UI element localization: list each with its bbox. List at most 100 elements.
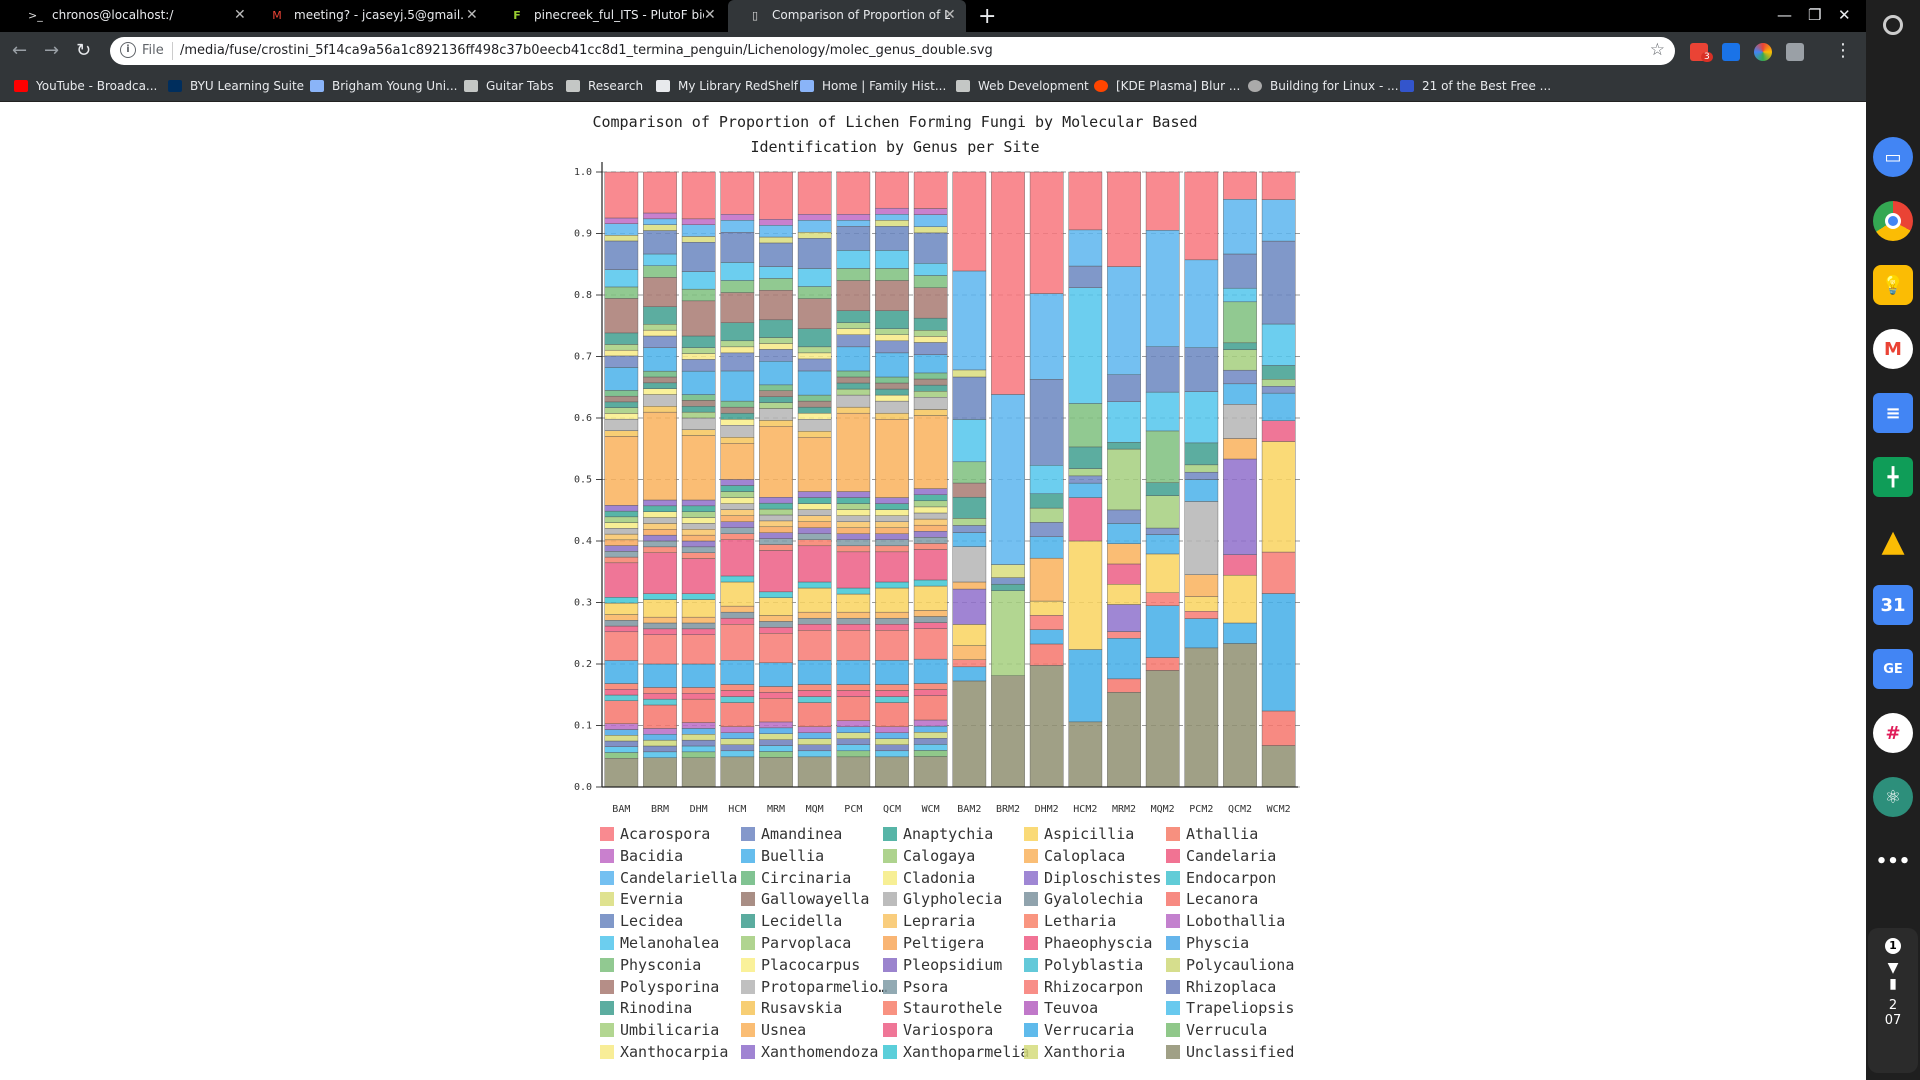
bar-segment xyxy=(797,732,832,739)
bar-segment xyxy=(913,171,948,209)
legend-label: Lobothallia xyxy=(1186,912,1286,931)
atom-icon[interactable]: ⚛ xyxy=(1873,777,1913,817)
minimize-button[interactable]: — xyxy=(1777,6,1792,24)
legend-swatch xyxy=(1024,848,1038,863)
bar-segment xyxy=(720,624,755,661)
bookmark-folder-guitar[interactable]: Guitar Tabs xyxy=(464,79,554,93)
restore-button[interactable]: ❐ xyxy=(1808,6,1822,24)
translate-icon[interactable]: GE xyxy=(1873,649,1913,689)
bar-segment xyxy=(1145,534,1180,555)
legend-item: Lecidella xyxy=(741,911,842,931)
slack-icon[interactable]: # xyxy=(1873,713,1913,753)
gmail-icon[interactable]: M xyxy=(1873,329,1913,369)
bar-segment xyxy=(681,347,716,354)
drive-icon[interactable]: ▲ xyxy=(1881,523,1905,559)
legend-item: Rinodina xyxy=(600,998,692,1018)
bookmark-star-icon[interactable]: ☆ xyxy=(1649,40,1665,60)
back-icon[interactable]: ← xyxy=(12,40,28,61)
bar-segment xyxy=(681,435,716,501)
bar-segment xyxy=(643,698,677,706)
close-icon[interactable]: ✕ xyxy=(466,7,478,23)
tab-terminal[interactable]: >_ chronos@localhost:/ ✕ xyxy=(8,0,248,32)
tab-gmail[interactable]: M meeting? - jcaseyj.5@gmail.com ✕ xyxy=(250,0,490,32)
bar-segment xyxy=(643,370,677,378)
bar-segment xyxy=(875,340,909,354)
bookmark-reddit[interactable]: [KDE Plasma] Blur ... xyxy=(1094,79,1240,93)
reload-icon[interactable]: ↻ xyxy=(76,40,92,61)
bar-segment xyxy=(913,409,948,416)
info-icon[interactable]: i xyxy=(120,42,136,58)
mail-badge: 3 xyxy=(1701,52,1713,62)
bar-segment xyxy=(681,499,716,507)
close-window-button[interactable]: ✕ xyxy=(1838,6,1851,24)
legend-item: Teuvoa xyxy=(1024,998,1098,1018)
bar-segment xyxy=(604,235,639,242)
bookmark-article[interactable]: 21 of the Best Free ... xyxy=(1400,79,1551,93)
url-text[interactable]: /media/fuse/crostini_5f14ca9a56a1c892136… xyxy=(180,43,993,58)
bar-segment xyxy=(643,335,677,348)
bar-segment xyxy=(1184,464,1219,473)
bar-segment xyxy=(875,220,909,227)
forward-icon[interactable]: → xyxy=(44,40,60,61)
bar-segment xyxy=(1029,507,1064,523)
extension-icon[interactable] xyxy=(1786,43,1804,61)
bar-segment xyxy=(720,437,755,444)
legend-label: Lecanora xyxy=(1186,890,1259,909)
new-tab-button[interactable]: + xyxy=(978,4,997,29)
status-tray[interactable]: 1 ▼ ▮ 2 07 xyxy=(1868,928,1918,1073)
legend-label: Calogaya xyxy=(903,846,976,865)
address-bar[interactable]: i File /media/fuse/crostini_5f14ca9a56a1… xyxy=(110,37,1675,65)
bookmark-youtube[interactable]: YouTube - Broadca... xyxy=(14,79,157,93)
calendar-icon[interactable]: 31 xyxy=(1873,585,1913,625)
y-tick-label: 0.6 xyxy=(574,413,592,424)
launcher-icon[interactable] xyxy=(1883,15,1903,35)
bar-segment xyxy=(952,659,987,668)
bar-segment xyxy=(875,412,909,420)
bar-segment xyxy=(797,358,832,372)
tab-plutof[interactable]: F pinecreek_ful_ITS - PlutoF biodiv ✕ xyxy=(490,0,730,32)
close-icon[interactable]: ✕ xyxy=(944,7,956,23)
bar-segment xyxy=(913,232,948,264)
docs-icon[interactable]: ≡ xyxy=(1873,393,1913,433)
bookmark-folder-webdev[interactable]: Web Development xyxy=(956,79,1089,93)
bar-segment xyxy=(952,645,987,660)
bookmark-label: Web Development xyxy=(978,79,1089,93)
bookmark-byu[interactable]: Brigham Young Uni... xyxy=(310,79,457,93)
keep-icon[interactable]: 💡 xyxy=(1873,265,1913,305)
bar-segment xyxy=(759,727,793,734)
bookmark-github[interactable]: Building for Linux - ... xyxy=(1248,79,1399,93)
bar-segment xyxy=(797,660,832,685)
bar-segment xyxy=(836,346,871,372)
legend-item: Candelariella xyxy=(600,868,737,888)
more-icon[interactable]: ••• xyxy=(1875,850,1911,872)
bar-segment xyxy=(759,497,793,504)
bar-segment xyxy=(797,611,832,619)
menu-kebab-icon[interactable]: ⋮ xyxy=(1834,40,1852,61)
sheets-icon[interactable]: ╋ xyxy=(1873,457,1913,497)
bookmark-label: BYU Learning Suite xyxy=(190,79,305,93)
bar-segment xyxy=(836,690,871,697)
bar-segment xyxy=(797,630,832,661)
bar-segment xyxy=(836,684,871,691)
bar-segment xyxy=(720,443,755,480)
color-picker-extension-icon[interactable] xyxy=(1754,43,1772,61)
bookmark-familysearch[interactable]: Home | Family Hist... xyxy=(800,79,946,93)
files-icon[interactable]: ▭ xyxy=(1873,137,1913,177)
bookmark-label: Home | Family Hist... xyxy=(822,79,947,93)
bar-segment xyxy=(875,376,909,384)
bookmark-byu-learning[interactable]: BYU Learning Suite xyxy=(168,79,304,93)
legend-label: Buellia xyxy=(761,846,825,865)
bookmark-redshelf[interactable]: My Library RedShelf xyxy=(656,79,798,93)
extension-icon[interactable] xyxy=(1722,43,1740,61)
legend-swatch xyxy=(1166,1001,1180,1016)
bar-segment xyxy=(720,575,755,583)
tab-active-chart[interactable]: ▯ Comparison of Proportion of Lic ✕ xyxy=(728,0,966,32)
bookmark-folder-research[interactable]: Research xyxy=(566,79,643,93)
bar-segment xyxy=(643,329,677,337)
close-icon[interactable]: ✕ xyxy=(704,7,716,23)
close-icon[interactable]: ✕ xyxy=(234,7,246,23)
bar-segment xyxy=(643,505,677,512)
chrome-icon[interactable] xyxy=(1873,201,1913,241)
bar-segment xyxy=(836,750,871,758)
bar-segment xyxy=(913,622,948,629)
